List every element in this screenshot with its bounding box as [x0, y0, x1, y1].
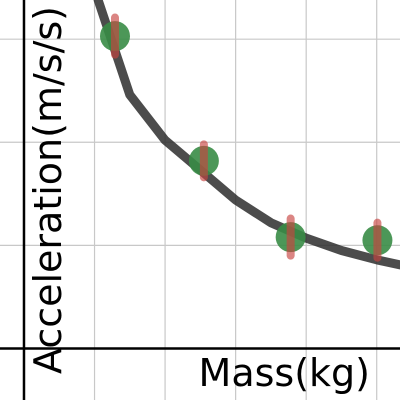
marks [93, 0, 400, 270]
x-axis-label: Mass(kg) [199, 351, 370, 395]
fit-curve [93, 0, 400, 270]
y-axis-label: Acceleration(m/s/s) [26, 6, 70, 374]
